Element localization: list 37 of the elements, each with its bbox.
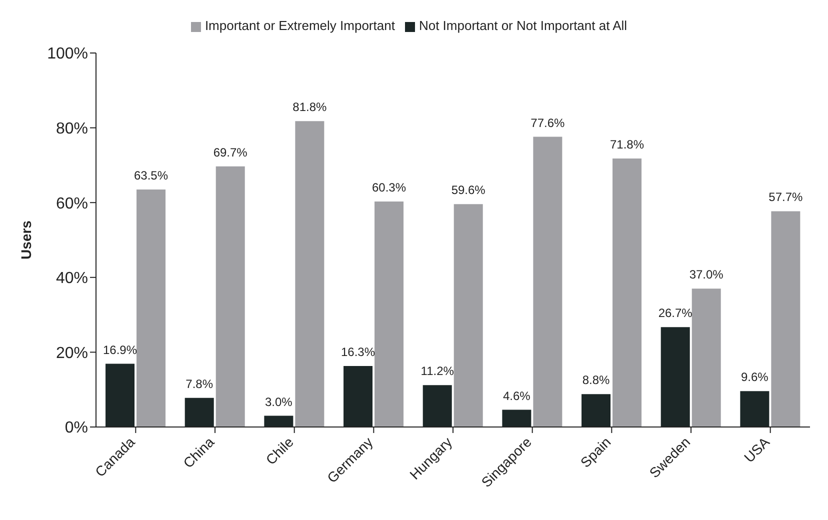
data-label: 9.6% (741, 370, 769, 384)
data-label: 16.9% (103, 342, 138, 357)
bar (454, 204, 483, 427)
bar (692, 288, 721, 427)
y-tick-label: 0% (64, 420, 88, 437)
data-label: 59.6% (451, 183, 486, 198)
data-label: 4.6% (503, 388, 531, 403)
data-label: 71.8% (610, 137, 644, 152)
y-tick-label: 100% (47, 46, 88, 63)
data-label: 11.2% (420, 364, 454, 378)
y-tick-label: 20% (56, 344, 88, 362)
data-label: 63.5% (134, 168, 168, 183)
x-tick-label: USA (740, 433, 773, 466)
bar (612, 158, 642, 427)
data-label: 81.8% (292, 100, 328, 114)
y-tick-label: 80% (56, 120, 88, 138)
bar (295, 121, 324, 427)
bar (533, 136, 562, 427)
bar (771, 211, 800, 427)
data-label: 77.6% (530, 116, 566, 130)
data-label: 7.8% (186, 376, 214, 391)
bar (374, 201, 404, 427)
data-label: 3.0% (265, 394, 293, 409)
legend-label: Not Important or Not Important at All (418, 18, 628, 33)
data-label: 26.7% (658, 306, 693, 320)
data-label: 8.8% (582, 373, 610, 388)
y-axis-title: Users (18, 220, 34, 260)
data-label: 69.7% (213, 145, 248, 160)
data-label: 60.3% (372, 180, 406, 194)
bar (136, 190, 166, 427)
data-label: 37.0% (689, 268, 724, 282)
data-label: 57.7% (768, 190, 804, 204)
legend-label: Important or Extremely Important (204, 18, 395, 33)
data-label: 16.3% (341, 345, 376, 360)
y-tick-label: 40% (56, 270, 88, 288)
bar (216, 166, 245, 427)
y-tick-label: 60% (56, 195, 88, 212)
